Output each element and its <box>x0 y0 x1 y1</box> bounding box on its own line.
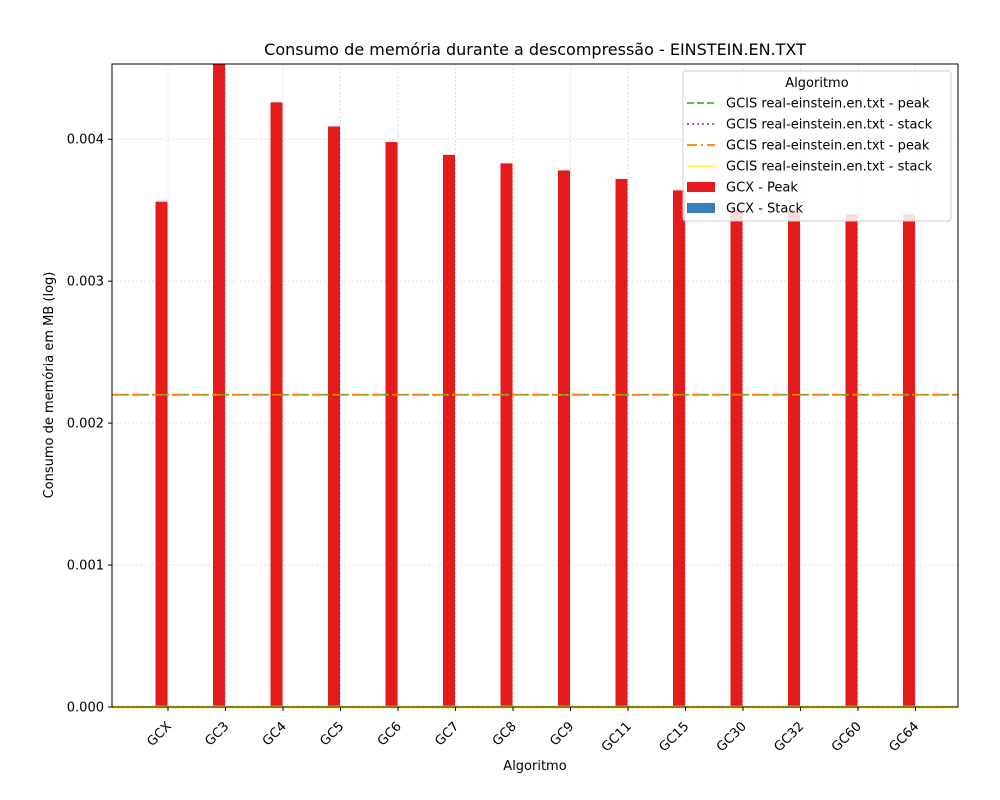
y-tick-label: 0.002 <box>67 417 104 432</box>
legend-entry-6-swatch <box>687 203 715 213</box>
y-tick-label: 0.004 <box>67 133 104 148</box>
y-tick-label: 0.003 <box>67 275 104 290</box>
bar-gcx-peak-gc5 <box>328 126 340 708</box>
legend-entry-2-label: GCIS real-einstein.en.txt - stack <box>726 118 933 133</box>
legend-entry-1-label: GCIS real-einstein.en.txt - peak <box>726 97 930 112</box>
bar-gcx-peak-gc6 <box>385 142 398 708</box>
legend-box <box>682 70 952 222</box>
bar-gcx-peak-gc30 <box>730 208 743 707</box>
grid-layer <box>112 64 958 708</box>
bar-gcx-peak-gc15 <box>673 190 685 707</box>
legend-title: Algoritmo <box>785 76 848 91</box>
bar-gcx-peak-gc4 <box>270 102 283 707</box>
legend-entry-4-label: GCIS real-einstein.en.txt - stack <box>726 160 933 175</box>
legend-entry-3-label: GCIS real-einstein.en.txt - peak <box>726 139 930 154</box>
bar-gcx-peak-gcx <box>155 201 168 707</box>
bar-gcx-peak-gc3 <box>213 64 225 707</box>
bar-gcx-peak-gc7 <box>443 154 455 707</box>
legend: Algoritmo GCIS real-einstein.en.txt - pea… <box>682 70 952 222</box>
legend-entry-5-swatch <box>687 182 715 192</box>
legend-entry-6-label: GCX - Stack <box>726 202 803 217</box>
y-tick-label: 0.001 <box>67 559 104 574</box>
plot-frame <box>111 63 959 708</box>
x-axis-label: Algoritmo <box>503 759 566 774</box>
bar-gcx-peak-gc11 <box>615 178 628 707</box>
bar-gcx-peak-gc9 <box>558 170 570 707</box>
chart-title: Consumo de memória durante a descompress… <box>264 40 806 59</box>
bar-gcx-peak-gc64 <box>903 214 915 707</box>
y-tick-label: 0.000 <box>67 701 104 716</box>
bar-gcx-peak-gc32 <box>788 210 800 708</box>
y-axis-label: Consumo de memória em MB (log) <box>42 272 57 499</box>
bar-gcx-peak-gc8 <box>500 163 513 708</box>
bar-gcx-peak-gc60 <box>845 214 858 707</box>
bar-layer <box>155 64 915 708</box>
legend-entry-5-label: GCX - Peak <box>726 181 798 196</box>
